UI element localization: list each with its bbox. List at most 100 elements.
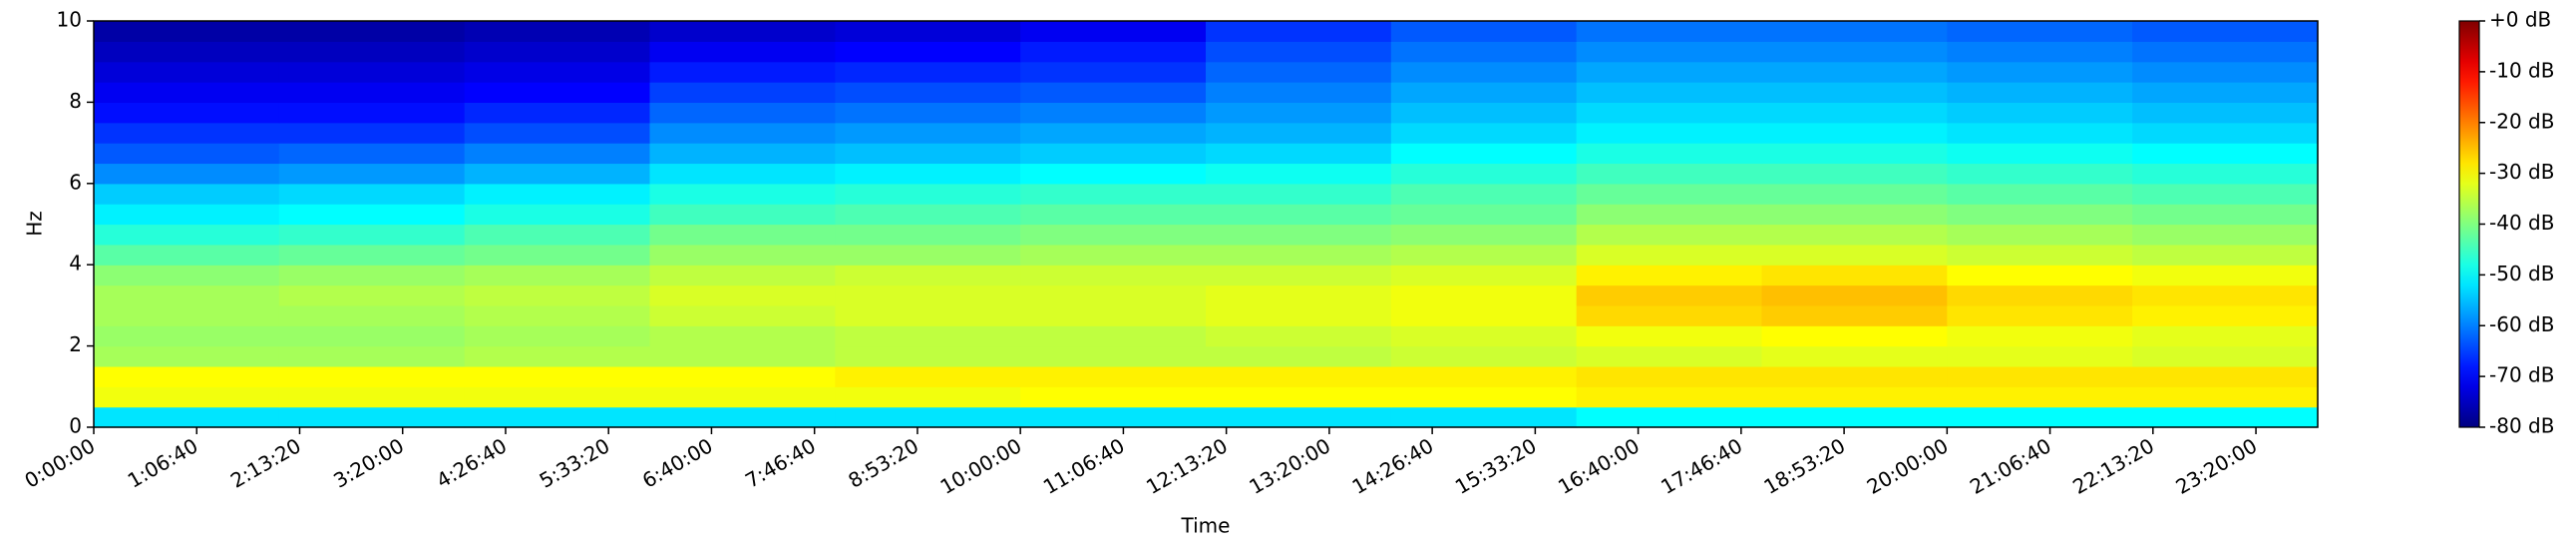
heatmap-cell [94, 244, 280, 266]
colorbar-tick-label: -10 dB [2489, 58, 2554, 82]
heatmap-cell [1206, 122, 1392, 144]
x-tick-label: 3:20:00 [329, 433, 408, 492]
heatmap-cell [1020, 244, 1207, 266]
x-tick-label: 10:00:00 [936, 433, 1026, 499]
x-tick-label: 16:40:00 [1554, 433, 1644, 499]
heatmap-cell [94, 304, 280, 326]
heatmap-cell [1390, 325, 1578, 347]
heatmap-cell [1947, 244, 2133, 266]
heatmap-cell [278, 21, 466, 42]
heatmap-cell [1947, 325, 2133, 347]
heatmap-cell [1761, 41, 1948, 63]
heatmap-cell [1761, 204, 1948, 226]
heatmap-cell [1576, 122, 1763, 144]
heatmap-cell [835, 122, 1021, 144]
heatmap-cell [649, 61, 836, 83]
y-axis-label: Hz [23, 211, 47, 237]
heatmap-cell [1761, 284, 1948, 306]
heatmap-cell [1947, 163, 2133, 185]
heatmap-cell [835, 102, 1021, 124]
heatmap-cell [2132, 365, 2319, 387]
heatmap-cell [1390, 284, 1578, 306]
heatmap-cell [278, 183, 466, 205]
heatmap-cell [1576, 102, 1763, 124]
heatmap-cell [1206, 244, 1392, 266]
heatmap-cell [2132, 406, 2319, 428]
heatmap-cell [2132, 224, 2319, 246]
y-tick-label: 0 [69, 414, 82, 438]
heatmap-cell [2132, 143, 2319, 165]
heatmap-cell [1020, 224, 1207, 246]
heatmap-cell [1761, 102, 1948, 124]
x-tick-label: 8:53:20 [844, 433, 922, 492]
heatmap-cell [1947, 345, 2133, 367]
heatmap-cell [464, 143, 651, 165]
heatmap-cell [1020, 122, 1207, 144]
heatmap-cell [649, 304, 836, 326]
heatmap-cell [94, 41, 280, 63]
heatmap-cell [1206, 102, 1392, 124]
heatmap-cell [835, 244, 1021, 266]
heatmap-cell [2132, 41, 2319, 63]
heatmap-cell [835, 41, 1021, 63]
x-tick-label: 11:06:40 [1039, 433, 1129, 499]
heatmap-cell [835, 345, 1021, 367]
heatmap-cell [1947, 41, 2133, 63]
heatmap-cell [1206, 365, 1392, 387]
x-axis-label: Time [1181, 514, 1231, 538]
heatmap-cell [1576, 183, 1763, 205]
heatmap-cell [1206, 82, 1392, 103]
heatmap-cell [1020, 102, 1207, 124]
heatmap-cell [94, 406, 280, 428]
heatmap-cell [1206, 163, 1392, 185]
heatmap-cell [2132, 325, 2319, 347]
heatmap-cell [2132, 122, 2319, 144]
heatmap-cell [835, 406, 1021, 428]
heatmap-cell [94, 204, 280, 226]
heatmap-cell [278, 163, 466, 185]
y-tick-label: 10 [57, 8, 82, 32]
heatmap-cell [1020, 163, 1207, 185]
heatmap-cell [1947, 21, 2133, 42]
heatmap-cell [1020, 265, 1207, 286]
heatmap-cell [1206, 265, 1392, 286]
heatmap-cell [1947, 365, 2133, 387]
heatmap-cell [835, 265, 1021, 286]
heatmap-cell [1947, 386, 2133, 408]
heatmap-cell [649, 21, 836, 42]
heatmap-cell [649, 41, 836, 63]
heatmap-cell [1947, 102, 2133, 124]
heatmap-cell [94, 102, 280, 124]
heatmap-cell [1947, 122, 2133, 144]
colorbar-tick-label: -40 dB [2489, 211, 2554, 235]
heatmap-cell [835, 21, 1021, 42]
heatmap-cell [1761, 386, 1948, 408]
heatmap-cell [94, 284, 280, 306]
heatmap-cell [1206, 304, 1392, 326]
heatmap-cell [464, 284, 651, 306]
heatmap-cell [2132, 204, 2319, 226]
heatmap-cell [649, 82, 836, 103]
heatmap-cell [649, 204, 836, 226]
heatmap-cell [278, 284, 466, 306]
heatmap-cell [835, 204, 1021, 226]
heatmap-cell [1761, 406, 1948, 428]
heatmap-cell [1761, 143, 1948, 165]
colorbar-tick-label: +0 dB [2489, 8, 2551, 32]
heatmap-cell [1390, 102, 1578, 124]
heatmap-cell [649, 244, 836, 266]
heatmap-cell [1020, 345, 1207, 367]
heatmap-cell [94, 143, 280, 165]
x-tick-label: 22:13:20 [2068, 433, 2158, 499]
plot-frame [93, 20, 2319, 428]
heatmap-cell [649, 183, 836, 205]
heatmap-cell [1576, 265, 1763, 286]
x-tick-label: 21:06:40 [1966, 433, 2055, 499]
heatmap-cell [278, 244, 466, 266]
heatmap-cell [1206, 204, 1392, 226]
colorbar-tick-label: -70 dB [2489, 363, 2554, 387]
heatmap-cell [835, 163, 1021, 185]
colorbar-tick-label: -20 dB [2489, 109, 2554, 133]
heatmap-cell [1761, 365, 1948, 387]
colorbar-tick-label: -60 dB [2489, 312, 2554, 336]
